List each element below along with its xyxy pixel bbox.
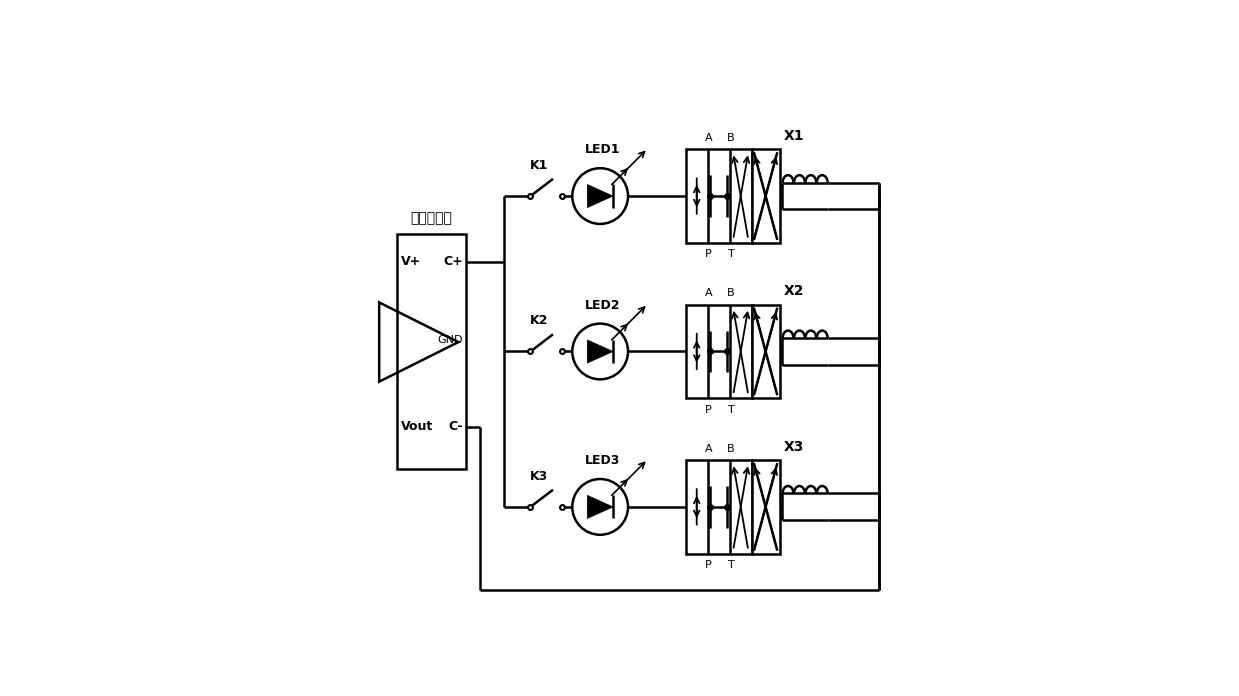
Text: K1: K1 — [529, 159, 548, 172]
Text: A: A — [705, 288, 712, 298]
Text: V+: V+ — [400, 255, 421, 269]
Text: C-: C- — [449, 420, 463, 434]
Polygon shape — [587, 496, 613, 519]
Text: C+: C+ — [444, 255, 463, 269]
Text: K3: K3 — [529, 470, 548, 483]
Text: A: A — [705, 133, 712, 143]
Text: T: T — [727, 560, 735, 570]
Text: T: T — [727, 405, 735, 415]
Text: T: T — [727, 249, 735, 260]
Text: K2: K2 — [529, 315, 548, 327]
Bar — [752, 305, 779, 398]
Text: P: P — [705, 249, 712, 260]
Text: LED1: LED1 — [585, 143, 621, 157]
Text: LED2: LED2 — [585, 299, 621, 312]
Text: LED3: LED3 — [585, 454, 621, 467]
Text: A: A — [705, 443, 712, 454]
Text: B: B — [727, 133, 735, 143]
Text: X2: X2 — [784, 284, 804, 298]
Text: X3: X3 — [784, 440, 804, 454]
Text: X1: X1 — [784, 129, 804, 143]
Text: P: P — [705, 560, 712, 570]
Bar — [752, 149, 779, 243]
Text: P: P — [705, 405, 712, 415]
Bar — [752, 460, 779, 554]
Text: 电压转换器: 电压转换器 — [410, 212, 452, 226]
Bar — [686, 305, 752, 398]
Polygon shape — [587, 184, 613, 207]
Bar — [686, 149, 752, 243]
Text: GND: GND — [437, 335, 463, 345]
Text: B: B — [727, 288, 735, 298]
Bar — [396, 234, 466, 469]
Bar — [686, 460, 752, 554]
Polygon shape — [587, 340, 613, 363]
Text: Vout: Vout — [400, 420, 434, 434]
Text: B: B — [727, 443, 735, 454]
